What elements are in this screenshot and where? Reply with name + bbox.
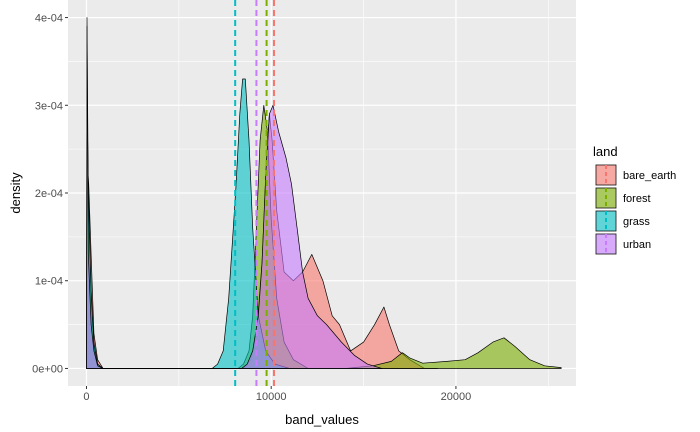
y-tick-label: 1e-04: [35, 276, 63, 288]
legend-item-urban: urban: [595, 233, 651, 255]
legend-title: land: [593, 144, 618, 159]
x-axis: 0 10000 20000: [83, 386, 471, 403]
y-tick-label: 4e-04: [35, 13, 63, 25]
legend-item-grass: grass: [595, 210, 650, 232]
legend-item-forest: forest: [595, 187, 651, 209]
x-tick-label: 10000: [256, 391, 287, 403]
x-axis-title: band_values: [285, 412, 359, 427]
y-axis-title: density: [8, 172, 23, 214]
density-areas: [86, 17, 562, 369]
legend-label: urban: [623, 239, 651, 251]
x-tick-label: 0: [83, 391, 89, 403]
legend-label: bare_earth: [623, 170, 676, 182]
y-tick-label: 0e+00: [32, 363, 63, 375]
mean-lines: [234, 0, 275, 386]
y-tick-label: 2e-04: [35, 188, 63, 200]
legend-label: forest: [623, 193, 651, 205]
y-axis: 0e+00 1e-04 2e-04 3e-04 4e-04: [32, 13, 68, 375]
y-tick-label: 3e-04: [35, 100, 63, 112]
legend-label: grass: [623, 216, 650, 228]
x-tick-label: 20000: [441, 391, 472, 403]
legend-item-bare_earth: bare_earth: [595, 164, 676, 186]
